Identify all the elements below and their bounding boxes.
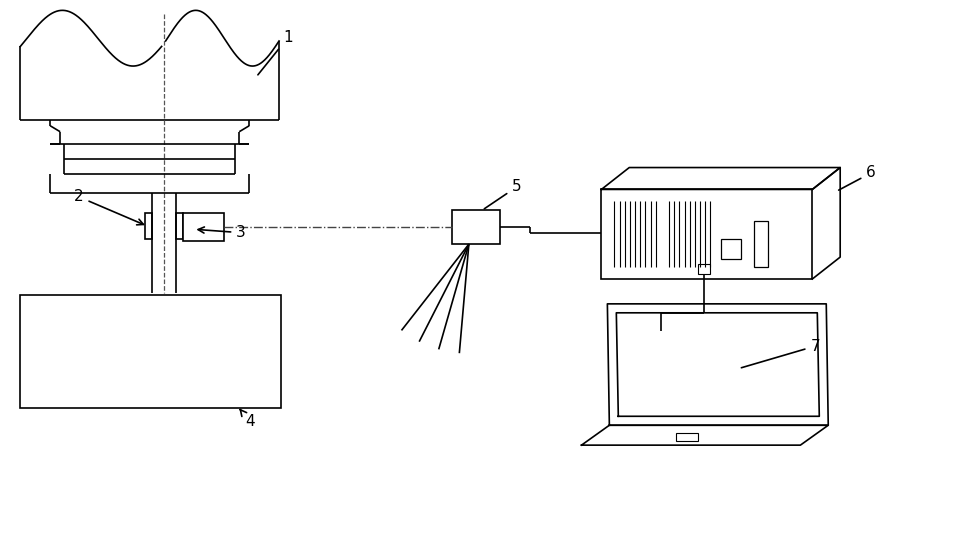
Bar [176, 213, 182, 239]
Text: 6: 6 [839, 165, 876, 190]
Text: 4: 4 [240, 409, 255, 429]
Bar [698, 264, 710, 274]
Bar [20, 295, 281, 408]
Text: 3: 3 [198, 225, 246, 240]
Bar [721, 239, 741, 259]
Bar [676, 433, 698, 441]
Bar [145, 213, 152, 239]
Bar [601, 190, 813, 279]
Text: 1: 1 [258, 30, 292, 75]
Text: 7: 7 [741, 339, 820, 368]
Bar [453, 210, 500, 244]
Text: 2: 2 [74, 190, 144, 225]
Bar [182, 213, 224, 241]
Text: 5: 5 [484, 180, 521, 209]
Bar [754, 222, 767, 267]
